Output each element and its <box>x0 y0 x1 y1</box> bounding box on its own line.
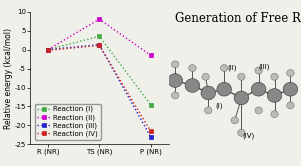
Circle shape <box>287 102 294 109</box>
Circle shape <box>205 107 212 114</box>
Circle shape <box>234 91 249 105</box>
Legend: Reaction (I), Reaction (II), Reaction (III), Reaction (IV): Reaction (I), Reaction (II), Reaction (I… <box>35 104 101 140</box>
Line: Reaction (II): Reaction (II) <box>46 17 152 57</box>
Text: (IV): (IV) <box>242 132 254 139</box>
Circle shape <box>217 82 231 96</box>
Circle shape <box>287 70 294 77</box>
Circle shape <box>238 73 245 80</box>
Circle shape <box>251 82 266 96</box>
Reaction (II) <box>46 49 50 51</box>
Line: Reaction (I): Reaction (I) <box>46 35 152 106</box>
Reaction (I) <box>98 35 101 37</box>
Circle shape <box>201 86 216 100</box>
Line: Reaction (III): Reaction (III) <box>46 43 152 139</box>
Circle shape <box>168 74 182 87</box>
Text: (II): (II) <box>227 65 237 71</box>
Line: Reaction (IV): Reaction (IV) <box>46 44 152 133</box>
Circle shape <box>267 89 282 102</box>
Circle shape <box>202 73 209 80</box>
Reaction (III) <box>98 44 101 46</box>
Reaction (II) <box>149 54 152 56</box>
Reaction (IV) <box>149 130 152 132</box>
Text: (III): (III) <box>258 64 270 70</box>
Circle shape <box>271 73 278 80</box>
Reaction (IV) <box>98 44 101 46</box>
Circle shape <box>283 82 298 96</box>
Circle shape <box>238 129 245 136</box>
Circle shape <box>172 61 179 68</box>
Reaction (I) <box>149 104 152 106</box>
Circle shape <box>255 107 262 114</box>
Reaction (II) <box>98 18 101 20</box>
Reaction (III) <box>149 136 152 138</box>
Circle shape <box>220 65 228 72</box>
Circle shape <box>255 67 262 74</box>
Reaction (IV) <box>46 49 50 51</box>
Reaction (I) <box>46 49 50 51</box>
Circle shape <box>185 79 200 92</box>
Reaction (III) <box>46 49 50 51</box>
Circle shape <box>172 92 179 99</box>
Text: (I): (I) <box>215 102 223 109</box>
Y-axis label: Relative energy (kcal/mol): Relative energy (kcal/mol) <box>4 28 13 128</box>
Circle shape <box>271 111 278 118</box>
Circle shape <box>189 65 196 72</box>
Text: Generation of Free Radical: Generation of Free Radical <box>175 12 301 25</box>
Circle shape <box>231 117 238 124</box>
